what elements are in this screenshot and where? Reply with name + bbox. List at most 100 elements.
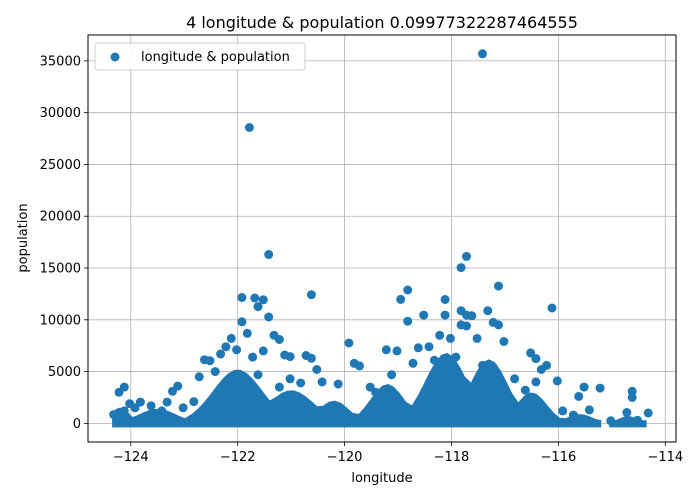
data-point — [568, 410, 578, 420]
data-points — [109, 49, 653, 426]
data-point — [168, 386, 177, 396]
x-axis-ticks: −124 −122 −120 −118 −116 −114 — [113, 442, 683, 465]
data-point — [333, 379, 343, 389]
data-point — [440, 310, 450, 320]
data-point — [258, 295, 268, 305]
data-point — [296, 378, 306, 388]
data-point — [178, 403, 188, 413]
data-point — [306, 353, 316, 363]
legend: longitude & population — [94, 42, 306, 71]
data-point — [392, 346, 402, 356]
data-point — [258, 346, 268, 356]
data-point — [606, 416, 616, 426]
data-point — [221, 342, 231, 352]
data-point — [435, 330, 445, 340]
data-point — [344, 338, 354, 348]
x-tick-label: −122 — [220, 450, 256, 465]
y-tick-label: 15000 — [40, 262, 81, 277]
data-point — [424, 342, 434, 352]
data-point — [499, 337, 509, 346]
data-point — [130, 403, 140, 413]
data-point — [162, 397, 172, 407]
data-point — [371, 387, 381, 397]
data-point — [462, 321, 471, 331]
data-point — [244, 123, 254, 132]
data-point — [109, 410, 119, 420]
data-point — [478, 49, 487, 59]
data-point — [643, 408, 653, 418]
plot-frame — [87, 34, 677, 443]
data-point — [595, 383, 605, 393]
y-tick-label: 30000 — [40, 106, 81, 121]
data-point — [387, 370, 397, 380]
data-point — [248, 352, 258, 362]
data-point — [413, 343, 423, 353]
y-tick-label: 10000 — [40, 313, 81, 328]
x-tick-label: −114 — [647, 450, 683, 465]
data-point — [205, 356, 215, 366]
data-point — [253, 302, 263, 312]
data-point — [526, 348, 536, 358]
data-point — [547, 303, 557, 313]
data-point — [210, 367, 220, 377]
data-point — [531, 377, 541, 387]
x-tick-label: −120 — [327, 450, 363, 465]
y-tick-label: 0 — [73, 417, 81, 432]
data-point — [237, 317, 247, 327]
data-point — [633, 415, 642, 425]
data-point — [574, 391, 584, 401]
data-point — [226, 333, 236, 343]
data-point — [627, 386, 637, 396]
data-point — [462, 251, 471, 261]
data-point — [510, 374, 520, 384]
data-point — [396, 294, 406, 304]
data-point — [627, 393, 637, 402]
data-point — [488, 362, 498, 372]
data-point — [264, 250, 274, 259]
data-point — [403, 285, 413, 295]
data-point — [403, 316, 413, 326]
y-tick-label: 5000 — [48, 365, 81, 380]
legend-marker — [110, 52, 120, 62]
data-point — [232, 345, 242, 355]
y-tick-label: 35000 — [40, 54, 81, 69]
data-point — [488, 317, 498, 327]
data-point — [317, 377, 327, 387]
data-point — [483, 306, 493, 316]
data-point — [216, 349, 226, 359]
data-point — [472, 333, 482, 343]
data-point — [119, 406, 129, 416]
x-tick-label: −116 — [541, 450, 577, 465]
point-cloud-shape — [112, 407, 187, 428]
point-cloud-shape — [186, 353, 602, 428]
data-point — [242, 328, 252, 338]
data-point — [381, 345, 391, 355]
grid — [88, 35, 676, 442]
y-axis-label: population — [16, 203, 31, 272]
data-point — [355, 361, 364, 371]
data-point — [253, 370, 263, 380]
data-point — [274, 335, 284, 344]
data-point — [408, 358, 418, 368]
x-tick-label: −118 — [434, 450, 470, 465]
data-point — [531, 354, 541, 364]
data-point — [456, 263, 466, 273]
data-point — [419, 310, 429, 320]
data-point — [429, 355, 439, 365]
data-point — [579, 382, 589, 392]
data-point — [135, 397, 145, 407]
legend-box — [94, 42, 306, 71]
data-point — [194, 372, 204, 382]
data-point — [250, 293, 260, 303]
data-point — [306, 290, 316, 300]
data-point — [558, 406, 568, 416]
data-point — [622, 408, 632, 417]
y-tick-label: 25000 — [40, 158, 81, 173]
data-point — [114, 387, 124, 397]
data-point — [584, 405, 594, 415]
data-point — [536, 365, 546, 374]
data-point — [189, 397, 199, 407]
data-point — [440, 295, 450, 304]
data-point — [462, 310, 471, 320]
